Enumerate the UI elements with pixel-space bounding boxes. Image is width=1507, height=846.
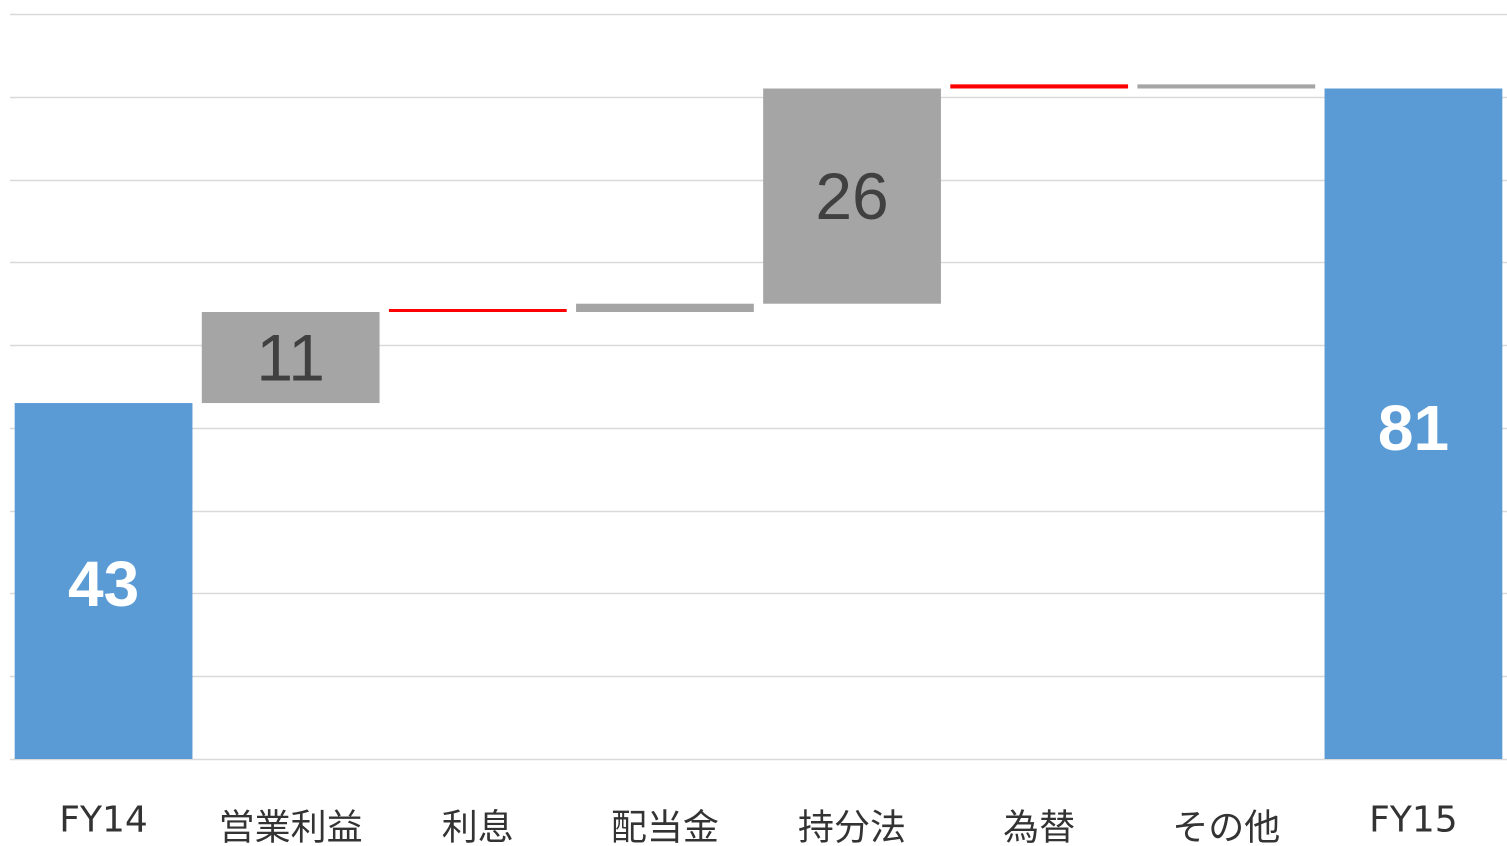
bar-delta [1137, 84, 1316, 89]
category-label: その他 [1172, 808, 1280, 846]
category-labels: FY14 営業利益 利息 配当金 持分法 為替 その他 FY15 [59, 800, 1457, 846]
data-labels: 43 11 26 81 [68, 159, 1449, 620]
bars [14, 84, 1503, 759]
data-label: 43 [68, 548, 139, 620]
bar-delta [388, 309, 567, 312]
bar-delta [201, 312, 380, 404]
bar-delta [763, 88, 941, 304]
category-label: FY15 [1369, 800, 1458, 841]
bar-total [1324, 88, 1503, 759]
data-label: 81 [1378, 392, 1449, 464]
data-label: 11 [256, 321, 325, 395]
category-label: FY14 [59, 800, 148, 841]
category-label: 為替 [1003, 808, 1075, 846]
category-label: 利息 [442, 808, 514, 846]
category-label: 営業利益 [219, 808, 363, 846]
data-label: 26 [815, 159, 888, 233]
bar-delta [950, 84, 1129, 89]
bar-delta [576, 303, 754, 312]
bar-total [14, 403, 193, 759]
category-label: 配当金 [611, 808, 719, 846]
category-label: 持分法 [798, 808, 906, 846]
